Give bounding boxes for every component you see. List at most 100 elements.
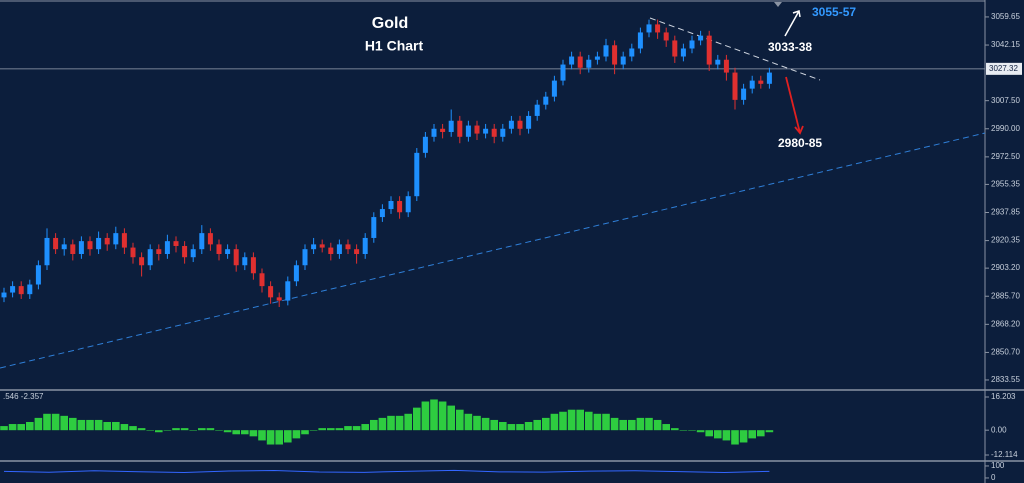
histogram-bar <box>542 417 550 431</box>
histogram-bar <box>602 413 610 431</box>
candle-body <box>61 244 67 250</box>
candle-body <box>543 96 549 105</box>
histogram-bar <box>765 430 774 433</box>
indicator-header: .546 -2.357 <box>3 392 44 401</box>
candle-body <box>233 249 239 266</box>
histogram-bar <box>404 413 412 431</box>
candle-body <box>465 125 471 137</box>
histogram-bar <box>284 430 292 443</box>
y-tick-label: 0 <box>991 473 996 482</box>
histogram-bar <box>258 430 266 441</box>
candle-body <box>164 241 170 255</box>
histogram-bar <box>86 419 94 431</box>
candle-body <box>422 136 428 153</box>
candle-body <box>319 244 325 248</box>
candle-body <box>18 286 24 295</box>
histogram-bar <box>473 415 481 431</box>
candle-body <box>216 244 222 255</box>
histogram-bar <box>249 430 258 437</box>
candle-body <box>603 45 609 57</box>
candle-body <box>508 120 514 129</box>
chart-subtitle: H1 Chart <box>365 38 424 54</box>
histogram-bar <box>180 428 189 431</box>
candle-body <box>397 201 403 213</box>
histogram-bar <box>69 417 77 431</box>
histogram-bar <box>8 424 17 431</box>
candle-body <box>474 125 480 134</box>
histogram-bar <box>43 413 51 431</box>
histogram-bar <box>155 430 163 433</box>
candle-body <box>27 284 33 295</box>
candle-body <box>35 265 41 285</box>
histogram-bar <box>309 430 318 431</box>
candle-body <box>345 244 351 250</box>
candle-body <box>388 201 394 210</box>
candle-body <box>328 247 334 255</box>
histogram-bar <box>275 430 283 445</box>
candle-body <box>766 72 772 84</box>
chart-title: Gold <box>372 15 408 32</box>
histogram-bar <box>671 428 679 431</box>
histogram-bar <box>370 419 378 431</box>
candle-body <box>354 249 360 255</box>
candle-body <box>259 273 265 287</box>
candle-body <box>646 24 652 33</box>
candle-body <box>560 64 566 81</box>
y-tick-label: 0.00 <box>991 425 1007 434</box>
indicator-line <box>3 469 770 474</box>
histogram-bar <box>679 430 688 431</box>
histogram-bar <box>215 430 223 431</box>
histogram-bar <box>103 421 111 431</box>
histogram-bar <box>757 430 765 437</box>
histogram-bar <box>739 430 748 443</box>
histogram-bar <box>748 430 756 439</box>
candle-body <box>87 241 93 250</box>
y-tick-label: 3007.50 <box>991 96 1020 105</box>
candle-body <box>758 80 764 84</box>
candle-body <box>130 247 136 258</box>
histogram-bar <box>223 430 232 433</box>
histogram-bar <box>301 430 309 435</box>
candle-body <box>139 257 145 266</box>
candle-body <box>448 120 454 132</box>
histogram-bar <box>593 413 602 431</box>
candle-body <box>53 237 59 250</box>
marker <box>774 2 782 7</box>
histogram-bar <box>292 430 301 439</box>
candle-body <box>749 80 755 89</box>
candle-body <box>250 257 256 274</box>
candle-body <box>483 128 489 134</box>
histogram-bar <box>335 428 344 431</box>
histogram-bar <box>361 424 369 431</box>
histogram-bar <box>327 428 335 431</box>
candle-body <box>78 241 84 255</box>
y-tick-label: 3042.15 <box>991 40 1020 49</box>
candle-body <box>551 80 557 97</box>
histogram-bar <box>645 417 653 431</box>
arrow-down <box>785 76 804 135</box>
histogram-bar <box>17 424 25 431</box>
candle-body <box>1 292 7 298</box>
histogram-bar <box>533 419 541 431</box>
histogram-bar <box>567 409 576 431</box>
histogram-bar <box>266 430 275 445</box>
histogram-bar <box>430 399 438 431</box>
y-tick-label: 2850.70 <box>991 348 1020 357</box>
candle-body <box>706 35 712 65</box>
candle-body <box>242 257 248 266</box>
histogram-bar <box>653 419 662 431</box>
histogram-bar <box>662 424 670 431</box>
histogram-bar <box>163 430 172 431</box>
histogram-bar <box>636 417 645 431</box>
candle-body <box>293 265 299 282</box>
histogram-bar <box>576 409 584 431</box>
resistance-line <box>649 17 821 81</box>
histogram-bar <box>464 413 473 431</box>
histogram-bar <box>94 419 103 431</box>
candle-body <box>104 237 110 245</box>
histogram-bar <box>172 428 180 431</box>
candle-body <box>199 233 205 250</box>
candle-body <box>534 104 540 116</box>
candle-body <box>44 237 50 266</box>
